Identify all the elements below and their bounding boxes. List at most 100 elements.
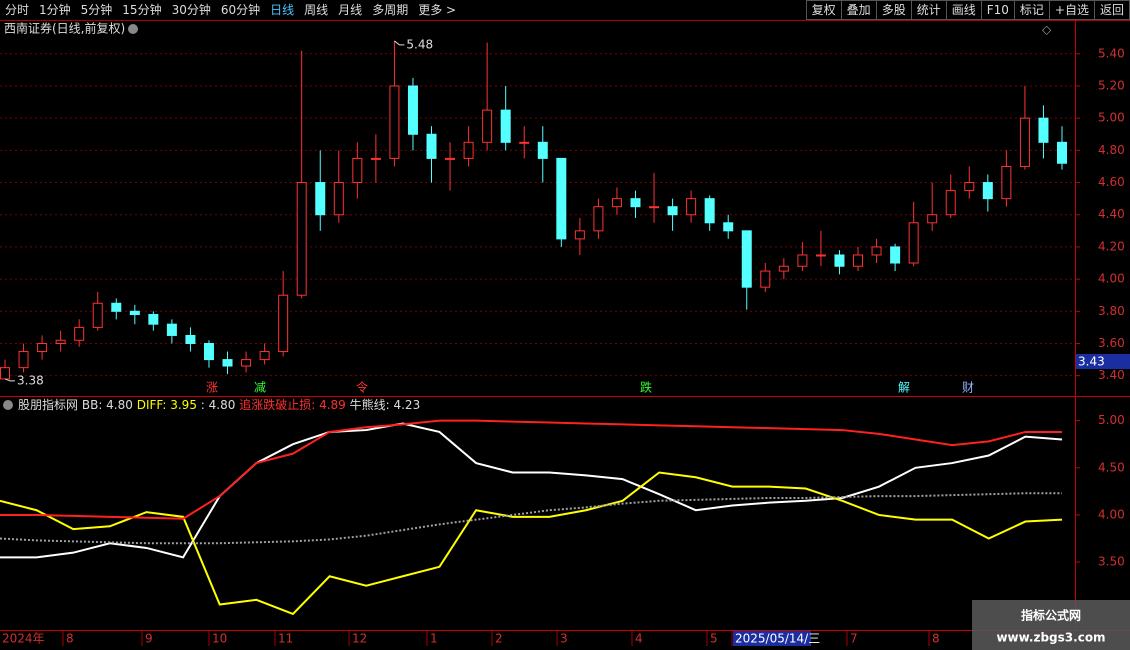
y-tick-label: 4.40 xyxy=(1098,207,1125,221)
indicator-line xyxy=(0,471,1063,616)
period-tab[interactable]: 更多 > xyxy=(418,3,457,17)
y-tick-label: 3.80 xyxy=(1098,304,1125,318)
chart-title: 西南证券(日线,前复权) xyxy=(4,21,125,36)
tool-button[interactable]: 返回 xyxy=(1093,0,1130,20)
candle-body xyxy=(166,323,177,336)
candle-body xyxy=(148,314,159,325)
diamond-icon: ◇ xyxy=(1042,23,1052,37)
tool-button[interactable]: +自选 xyxy=(1048,0,1095,20)
candle-body xyxy=(815,254,826,257)
date-label: 4 xyxy=(635,632,643,646)
indicator-line xyxy=(0,422,1063,559)
watermark-url: www.zbgs3.com xyxy=(996,631,1105,645)
tool-button[interactable]: 多股 xyxy=(875,0,912,20)
candle-body xyxy=(890,246,901,264)
candle-body xyxy=(649,206,660,209)
tool-button[interactable]: 画线 xyxy=(945,0,982,20)
period-tab[interactable]: 15分钟 xyxy=(122,3,162,17)
candle-body xyxy=(871,246,882,256)
y-tick-label: 4.00 xyxy=(1098,272,1125,286)
candle-body xyxy=(778,265,789,272)
candle-body xyxy=(630,198,641,208)
signal-label: 涨 xyxy=(206,380,218,395)
period-tab[interactable]: 分时 xyxy=(5,3,30,17)
candle-body xyxy=(593,206,604,232)
min-label: 3.38 xyxy=(17,373,44,387)
candle-body xyxy=(1019,117,1030,167)
tool-button[interactable]: 复权 xyxy=(805,0,842,20)
candle-body xyxy=(686,198,697,216)
candle-body xyxy=(982,182,993,200)
candle-body xyxy=(945,190,956,216)
indicator-line xyxy=(0,419,1062,520)
candle-body xyxy=(463,141,474,159)
period-tab[interactable]: 5分钟 xyxy=(80,3,113,17)
candle-body xyxy=(574,230,585,240)
legend-name: 牛熊线 xyxy=(350,397,386,412)
date-highlight xyxy=(733,631,811,646)
indicator-legend: 股朋指标网 BB: 4.80 DIFF: 3.95 : 4.80 追涨跌破止损:… xyxy=(18,397,420,412)
legend-value: 4.80 xyxy=(106,398,133,412)
candle-body xyxy=(482,109,493,143)
signal-label: 财 xyxy=(962,381,974,395)
date-label: 9 xyxy=(145,632,153,646)
y-tick-label: 5.00 xyxy=(1098,413,1125,427)
date-label: 2 xyxy=(495,632,503,646)
period-tab[interactable]: 1分钟 xyxy=(39,3,71,17)
candle-body xyxy=(129,310,140,316)
candle-body xyxy=(203,342,214,361)
candle-body xyxy=(370,157,381,160)
candle-body xyxy=(1001,165,1012,200)
period-tab[interactable]: 30分钟 xyxy=(171,3,211,17)
y-tick-label: 4.20 xyxy=(1098,239,1125,253)
y-tick-label: 3.60 xyxy=(1098,336,1125,350)
tool-button[interactable]: F10 xyxy=(980,0,1015,20)
watermark-box xyxy=(972,600,1130,650)
date-label: 7 xyxy=(850,632,858,646)
y-tick-label: 5.00 xyxy=(1098,111,1125,125)
period-tabs: 分时 1分钟 5分钟 15分钟 30分钟 60分钟 日线 周线 月线 多周期 更多 > xyxy=(0,0,461,20)
date-label: 8 xyxy=(932,632,940,646)
candle-body xyxy=(315,182,326,216)
candle-body xyxy=(741,230,752,288)
candle-body xyxy=(37,342,48,353)
y-tick-label: 4.80 xyxy=(1098,143,1125,157)
candle-body xyxy=(797,254,808,267)
min-pointer xyxy=(4,378,15,382)
period-tab[interactable]: 多周期 xyxy=(372,3,409,17)
watermark-title: 指标公式网 xyxy=(1021,608,1081,623)
legend-name: BB xyxy=(82,398,98,412)
tool-button[interactable]: 标记 xyxy=(1013,0,1050,20)
candle-body xyxy=(853,254,864,267)
legend-name: DIFF xyxy=(137,398,164,412)
candle-body xyxy=(537,141,548,159)
cursor-box xyxy=(1076,354,1130,369)
date-label: 8 xyxy=(66,632,74,646)
candle-body xyxy=(241,359,252,367)
tool-button[interactable]: 统计 xyxy=(910,0,947,20)
legend-value: 4.23 xyxy=(393,398,420,412)
candle-body xyxy=(519,141,530,144)
date-label: 3 xyxy=(560,632,568,646)
y-tick-label: 4.00 xyxy=(1098,507,1125,521)
tool-buttons: 复权 叠加 多股 统计 画线 F10 标记 +自选 返回 xyxy=(805,0,1130,20)
period-tab[interactable]: 60分钟 xyxy=(220,3,261,17)
candle-body xyxy=(18,351,29,369)
date-label: 12 xyxy=(352,632,367,646)
toolbar: 分时 1分钟 5分钟 15分钟 30分钟 60分钟 日线 周线 月线 多周期 更多 > 复权 叠加 多股统… xyxy=(0,0,1130,20)
period-tab[interactable]: 周线 xyxy=(304,3,329,17)
period-tab[interactable]: 日线 xyxy=(270,3,295,17)
legend-value: 4.80 xyxy=(209,398,236,412)
legend-value: 4.89 xyxy=(319,398,346,412)
legend-title: 股朋指标网 xyxy=(18,397,78,412)
candle-body xyxy=(611,198,622,208)
candle-body xyxy=(333,182,344,216)
y-tick-label: 3.40 xyxy=(1098,368,1125,382)
candle-body xyxy=(723,222,734,232)
candle-body xyxy=(556,157,567,240)
date-label: 2025/05/14/三 xyxy=(735,632,820,646)
tool-button[interactable]: 叠加 xyxy=(840,0,877,20)
period-tab[interactable]: 月线 xyxy=(338,3,363,17)
signal-label: 跌 xyxy=(640,380,652,395)
